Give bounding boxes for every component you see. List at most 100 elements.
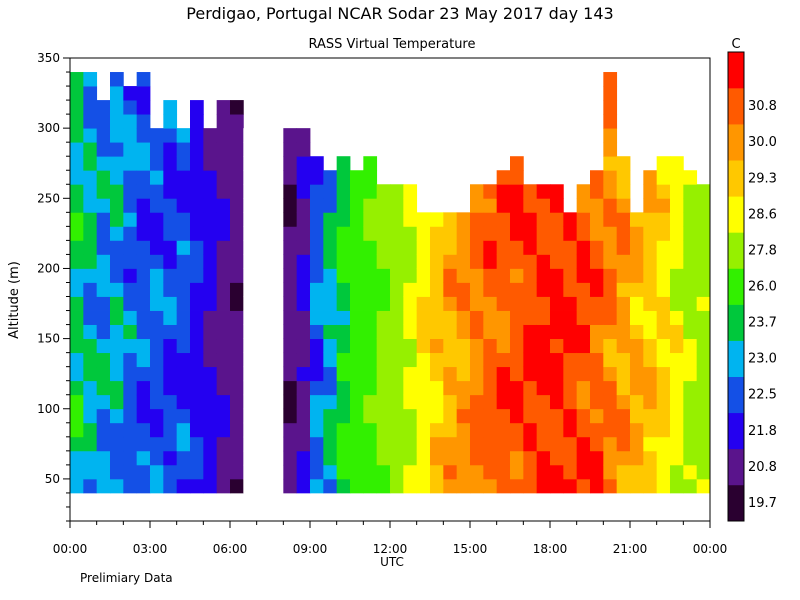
heatmap-cell bbox=[110, 72, 124, 87]
heatmap-cell bbox=[443, 240, 458, 255]
heatmap-cell bbox=[190, 282, 204, 297]
heatmap-cell bbox=[376, 352, 391, 368]
heatmap-cell bbox=[136, 464, 151, 480]
heatmap-cell bbox=[123, 296, 138, 311]
heatmap-cell bbox=[256, 170, 271, 185]
heatmap-cell bbox=[230, 212, 244, 227]
heatmap-cell bbox=[590, 352, 604, 368]
heatmap-cell bbox=[176, 268, 191, 283]
heatmap-cell bbox=[150, 268, 164, 283]
heatmap-cell bbox=[576, 268, 591, 283]
heatmap-cell bbox=[270, 338, 284, 354]
heatmap-cell bbox=[390, 338, 404, 354]
heatmap-cell bbox=[670, 436, 684, 452]
heatmap-cell bbox=[96, 184, 111, 199]
heatmap-cell bbox=[670, 352, 684, 368]
heatmap-cell bbox=[350, 338, 364, 354]
heatmap-cell bbox=[576, 240, 591, 255]
heatmap-cell bbox=[70, 408, 84, 424]
heatmap-cell bbox=[230, 380, 244, 396]
heatmap-cell bbox=[550, 450, 564, 466]
heatmap-cell bbox=[683, 254, 698, 269]
heatmap-cell bbox=[390, 478, 404, 494]
heatmap-cell bbox=[270, 478, 284, 494]
heatmap-cell bbox=[230, 128, 244, 143]
heatmap-cell bbox=[590, 296, 604, 311]
heatmap-cell bbox=[70, 156, 84, 171]
heatmap-cell bbox=[323, 478, 338, 494]
colorbar-swatch bbox=[728, 196, 744, 233]
heatmap-cell bbox=[523, 436, 538, 452]
heatmap-cell bbox=[616, 324, 631, 340]
heatmap-cell bbox=[496, 254, 511, 269]
heatmap-cell bbox=[576, 366, 591, 382]
heatmap-cell bbox=[323, 324, 338, 340]
heatmap-cell bbox=[190, 170, 204, 185]
heatmap-cell bbox=[483, 380, 498, 396]
heatmap-cell bbox=[110, 478, 124, 494]
heatmap-cell bbox=[136, 366, 151, 382]
heatmap-cell bbox=[83, 408, 98, 424]
colorbar: 19.7 20.8 21.8 22.5 23.0 23.7 26.0 27.8 28.6 29.3… bbox=[727, 51, 777, 522]
heatmap-cell bbox=[656, 450, 671, 466]
heatmap-cell bbox=[270, 394, 284, 410]
heatmap-cell bbox=[283, 310, 298, 325]
heatmap-cell bbox=[203, 128, 218, 143]
heatmap-cell bbox=[616, 296, 631, 311]
heatmap-cell bbox=[336, 212, 351, 227]
heatmap-cell bbox=[510, 184, 524, 199]
heatmap-cell bbox=[243, 254, 258, 269]
heatmap-cell bbox=[403, 226, 418, 241]
heatmap-cell bbox=[203, 198, 218, 213]
heatmap-cell bbox=[256, 114, 271, 129]
heatmap-cell bbox=[190, 184, 204, 199]
heatmap-cell bbox=[603, 338, 618, 354]
heatmap-cell bbox=[83, 338, 98, 354]
heatmap-cell bbox=[616, 450, 631, 466]
heatmap-cell bbox=[590, 198, 604, 213]
heatmap-cell bbox=[523, 226, 538, 241]
heatmap-cell bbox=[336, 394, 351, 410]
heatmap-cell bbox=[350, 352, 364, 368]
heatmap-cell bbox=[283, 128, 298, 143]
heatmap-cell bbox=[336, 422, 351, 438]
heatmap-cell bbox=[163, 422, 178, 438]
heatmap-cell bbox=[616, 310, 631, 325]
heatmap-cell bbox=[283, 394, 298, 410]
colorbar-swatch bbox=[728, 376, 744, 414]
heatmap-cell bbox=[256, 184, 271, 199]
heatmap-cell bbox=[243, 226, 258, 241]
heatmap-cell bbox=[643, 324, 658, 340]
heatmap-cell bbox=[670, 394, 684, 410]
heatmap-cell bbox=[416, 310, 431, 325]
heatmap-cell bbox=[550, 310, 564, 325]
heatmap-cell bbox=[163, 226, 178, 241]
heatmap-cell bbox=[136, 324, 151, 340]
x-tick-label: 12:00 bbox=[373, 542, 408, 556]
heatmap-cell bbox=[123, 394, 138, 410]
heatmap-cell bbox=[83, 310, 98, 325]
heatmap-cell bbox=[483, 240, 498, 255]
heatmap-cell bbox=[483, 450, 498, 466]
heatmap-cell bbox=[430, 394, 444, 410]
heatmap-cell bbox=[376, 450, 391, 466]
heatmap-cell bbox=[190, 100, 204, 115]
heatmap-cell bbox=[243, 142, 258, 157]
heatmap-cell bbox=[643, 282, 658, 297]
heatmap-cell bbox=[216, 212, 231, 227]
heatmap-cell bbox=[670, 268, 684, 283]
heatmap-cell bbox=[443, 450, 458, 466]
heatmap-cell bbox=[390, 212, 404, 227]
heatmap-cell bbox=[656, 422, 671, 438]
heatmap-cell bbox=[456, 436, 471, 452]
heatmap-cell bbox=[230, 394, 244, 410]
heatmap-cell bbox=[496, 282, 511, 297]
heatmap-cell bbox=[523, 254, 538, 269]
heatmap-cell bbox=[230, 254, 244, 269]
heatmap-cell bbox=[243, 282, 258, 297]
heatmap-cell bbox=[110, 156, 124, 171]
heatmap-cell bbox=[176, 436, 191, 452]
heatmap-cell bbox=[256, 478, 271, 494]
heatmap-cell bbox=[576, 338, 591, 354]
heatmap-cell bbox=[403, 478, 418, 494]
